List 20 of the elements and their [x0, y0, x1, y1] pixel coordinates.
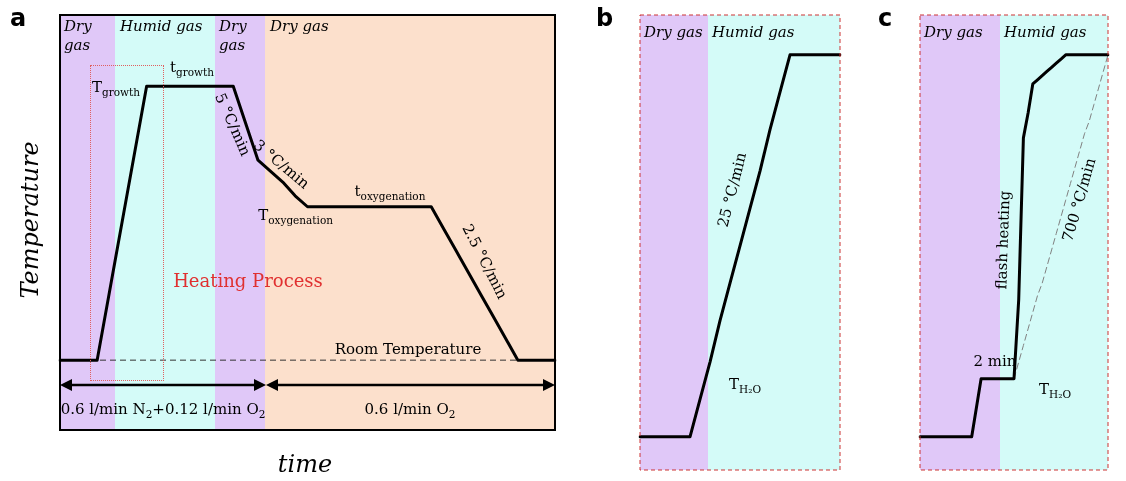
annotation: Heating Process — [173, 269, 323, 291]
chart-title: a — [10, 4, 27, 32]
text: Dry gas — [269, 16, 329, 35]
text: Dry gas — [218, 16, 248, 54]
text: Dry gas — [63, 16, 93, 54]
ref-line-label: Room Temperature — [334, 339, 482, 358]
y-axis-title: Temperature — [16, 141, 44, 299]
annotation: 700 °C/min — [1058, 155, 1100, 244]
annotation: 5 °C/min — [211, 90, 255, 160]
annotation: 25 °C/min — [713, 150, 751, 230]
text: Dry gas — [643, 22, 703, 41]
text: Dry gas — [923, 22, 983, 41]
x-axis-title: time — [277, 450, 333, 478]
text: Humid gas — [119, 16, 203, 35]
chart-title: b — [596, 4, 614, 32]
annotation: 2.5 °C/min — [458, 221, 512, 303]
text: Humid gas — [1003, 22, 1087, 41]
annotation: flash heating — [992, 189, 1014, 290]
text: Humid gas — [711, 22, 795, 41]
chart-title: c — [878, 4, 893, 32]
